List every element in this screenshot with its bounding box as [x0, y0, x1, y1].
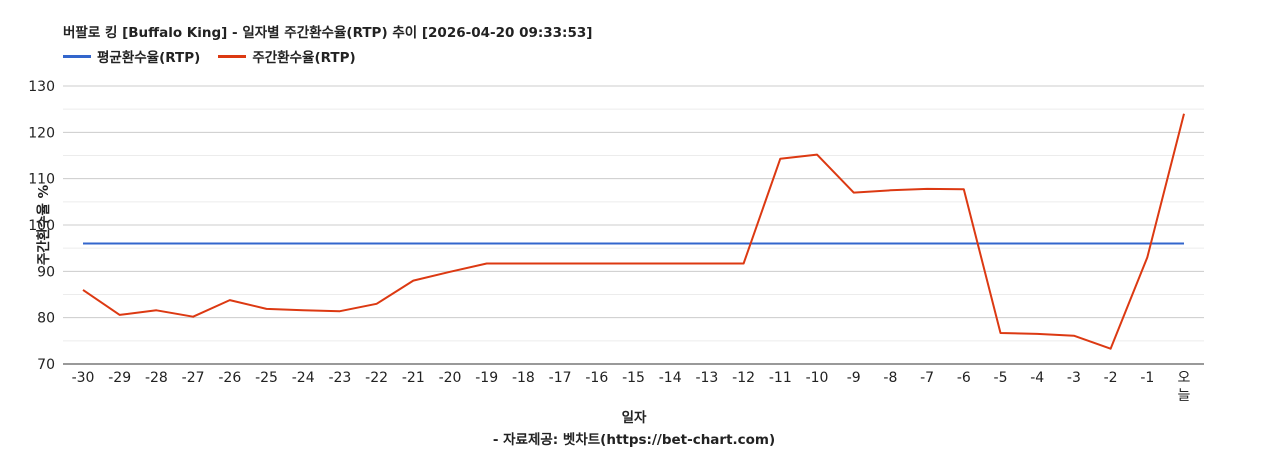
x-tick-label: -22	[365, 370, 388, 386]
x-tick-label: -18	[512, 370, 535, 386]
y-tick-label: 70	[37, 357, 55, 373]
source-credit: - 자료제공: 벳차트(https://bet-chart.com)	[492, 432, 776, 448]
x-tick-label: -28	[145, 370, 168, 386]
x-tick-label: -20	[439, 370, 462, 386]
x-axis-label: 일자	[621, 410, 647, 426]
y-tick-label: 110	[28, 172, 55, 188]
x-tick-label: -30	[72, 370, 95, 386]
x-tick-label: -1	[1140, 370, 1154, 386]
x-tick-label: -24	[292, 370, 315, 386]
x-tick-label: -25	[255, 370, 278, 386]
x-tick-label: -12	[732, 370, 755, 386]
x-tick-label: -4	[1030, 370, 1044, 386]
y-tick-label: 100	[28, 218, 55, 234]
chart-title: 버팔로 킹 [Buffalo King] - 일자별 주간환수율(RTP) 추이…	[63, 25, 593, 41]
legend-item-average[interactable]: 평균환수율(RTP)	[63, 46, 200, 66]
legend: 평균환수율(RTP) 주간환수율(RTP)	[63, 46, 374, 66]
x-tick-label: -14	[659, 370, 682, 386]
x-tick-label: -15	[622, 370, 645, 386]
x-tick-label: -2	[1104, 370, 1118, 386]
legend-label-weekly: 주간환수율(RTP)	[252, 50, 356, 66]
series-lines	[82, 113, 1185, 350]
x-tick-label: 오늘	[1178, 370, 1191, 404]
y-axis-label: 주간환수율 %	[36, 184, 52, 266]
x-tick-label: -10	[806, 370, 829, 386]
x-tick-label: -5	[994, 370, 1008, 386]
x-tick-label: -6	[957, 370, 971, 386]
grid-lines	[63, 85, 1204, 365]
legend-swatch-weekly	[218, 54, 247, 58]
x-tick-label: -13	[695, 370, 718, 386]
y-tick-label: 80	[37, 311, 55, 327]
x-tick-label: -17	[549, 370, 572, 386]
x-tick-label: -9	[847, 370, 861, 386]
y-tick-label: 120	[28, 125, 55, 141]
x-tick-label: -29	[108, 370, 131, 386]
y-tick-label: 130	[28, 79, 55, 95]
x-tick-label: -3	[1067, 370, 1081, 386]
x-tick-label-char: 늘	[1178, 388, 1191, 404]
series-line-weekly-rtp[interactable]	[82, 113, 1185, 350]
y-tick-label: 90	[37, 264, 55, 280]
x-tick-labels: -30 -29 -28 -27 -26 -25 -24 -23 -22 -21 -20 -19 -18-…	[72, 370, 1191, 404]
x-tick-label: -19	[475, 370, 498, 386]
legend-swatch-average	[63, 54, 91, 58]
x-tick-label: -7	[920, 370, 934, 386]
x-tick-label: -26	[218, 370, 241, 386]
x-tick-label: -8	[883, 370, 897, 386]
legend-item-weekly[interactable]: 주간환수율(RTP)	[218, 46, 356, 66]
y-tick-labels: 70 80 90 100 110 120 130	[28, 79, 55, 373]
x-tick-label: -16	[585, 370, 608, 386]
legend-label-average: 평균환수율(RTP)	[97, 50, 201, 66]
x-tick-label: -21	[402, 370, 425, 386]
x-tick-label: -27	[182, 370, 205, 386]
x-tick-label-char: 오	[1178, 370, 1191, 386]
x-tick-label: -23	[328, 370, 351, 386]
x-tick-label: -11	[769, 370, 792, 386]
